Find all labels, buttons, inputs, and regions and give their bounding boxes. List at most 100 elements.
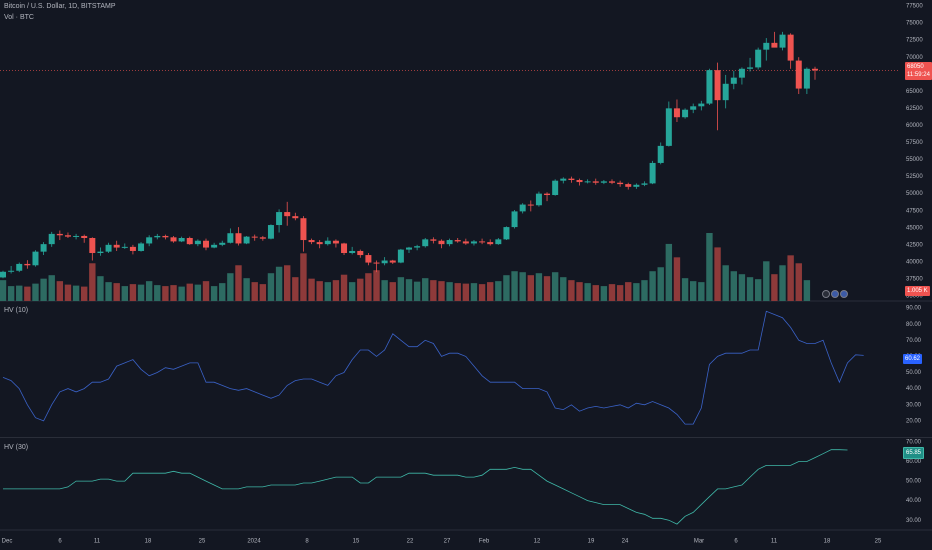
candle-body [40, 244, 47, 252]
candle [511, 210, 518, 229]
volume-bar [616, 285, 624, 301]
candle-body [495, 239, 502, 245]
hv30-legend[interactable]: HV (30) [4, 444, 29, 451]
volume-bar [430, 280, 437, 301]
hv10-tick-label: 50.00 [906, 370, 922, 376]
hv30-tick-label: 60.00 [906, 459, 922, 465]
volume-bar [89, 263, 96, 301]
flag-icon[interactable] [822, 290, 830, 298]
volume-bar [121, 286, 128, 301]
candle-body [747, 67, 754, 69]
volume-bar [413, 281, 421, 301]
hv30-axis[interactable]: 70.00 60.00 50.00 40.00 30.00 [906, 439, 922, 523]
price-tick-label: 37500 [906, 277, 923, 283]
price-axis[interactable]: 7750075000725007000067500650006250060000… [906, 4, 923, 300]
us-flag-icon[interactable] [840, 290, 848, 298]
candle [186, 236, 193, 245]
volume-bar [397, 277, 405, 301]
hv10-legend[interactable]: HV (10) [4, 307, 29, 314]
volume-bar [551, 272, 559, 301]
volume-bar [145, 281, 153, 301]
volume-bar [348, 282, 356, 301]
price-tick-label: 75000 [906, 21, 923, 27]
candle-body [682, 109, 689, 118]
candle [779, 31, 786, 51]
candle-body [97, 251, 104, 254]
volume-bar [24, 286, 31, 301]
candle-body [722, 83, 729, 101]
volume-bar [227, 273, 234, 301]
volume-bar [137, 284, 145, 301]
volume-bar [389, 282, 396, 301]
candle-body [178, 238, 185, 242]
candle-body [755, 49, 762, 68]
volume-bar [243, 278, 250, 301]
time-axis[interactable]: Dec 6 11 18 25 2024 8 15 22 27 Feb 12 19 24 Mar 6 11 18 25 [2, 539, 882, 545]
volume-bar [681, 278, 689, 301]
candle [446, 238, 453, 247]
candle-body [779, 34, 786, 48]
event-icons[interactable] [822, 290, 848, 298]
volume-bar [365, 273, 372, 301]
volume-bar [0, 280, 7, 301]
candle [495, 238, 502, 245]
last-price-badge: 68050 11:59:24 [905, 62, 932, 80]
volume-bar [478, 284, 486, 301]
candle [722, 74, 729, 109]
candle [665, 101, 672, 147]
candle-body [414, 246, 421, 248]
volume-bar [162, 286, 169, 301]
time-tick-label: Mar [694, 539, 704, 545]
us-flag-icon[interactable] [831, 290, 839, 298]
candlesticks [0, 31, 818, 279]
hv10-tick-label: 90.00 [906, 306, 922, 312]
volume-bar [178, 286, 185, 301]
candle-body [349, 250, 356, 254]
candle-body [48, 233, 55, 245]
candle-body [259, 237, 266, 239]
candle [203, 238, 209, 251]
candle [414, 244, 421, 251]
candle-body [292, 216, 299, 219]
volume-bar [511, 271, 518, 301]
candle-body [649, 162, 656, 184]
candle [397, 248, 404, 264]
candle-body [146, 237, 153, 244]
candle-body [389, 260, 396, 263]
candle-body [284, 212, 291, 217]
candle-body [251, 236, 258, 238]
candle-body [24, 263, 31, 266]
candle [641, 181, 648, 187]
volume-bar [787, 255, 794, 301]
volume-bar [316, 281, 323, 301]
volume-bar [690, 281, 697, 301]
price-tick-label: 77500 [906, 4, 923, 10]
candle-body [698, 103, 705, 107]
volume-bar [16, 285, 23, 301]
candle [438, 239, 445, 249]
candle [552, 179, 559, 196]
volume-bar [608, 284, 616, 301]
candle [32, 250, 39, 267]
volume-legend[interactable]: Vol · BTC [4, 14, 34, 21]
candle [568, 176, 575, 183]
volume-bar [235, 265, 242, 301]
volume-bar [560, 277, 567, 301]
candle-body [560, 178, 567, 181]
candle-body [203, 240, 209, 248]
candle [738, 67, 745, 85]
candle-body [633, 184, 640, 187]
time-tick-label: Dec [2, 539, 13, 545]
volume-bar [56, 281, 64, 301]
candle [527, 200, 534, 212]
candle [406, 246, 412, 254]
candle-body [470, 241, 477, 244]
candle-body [308, 240, 315, 243]
candle [803, 67, 810, 95]
candle [592, 178, 599, 185]
candle-body [617, 182, 624, 185]
candle [40, 242, 47, 256]
time-tick-label: 22 [407, 539, 414, 545]
